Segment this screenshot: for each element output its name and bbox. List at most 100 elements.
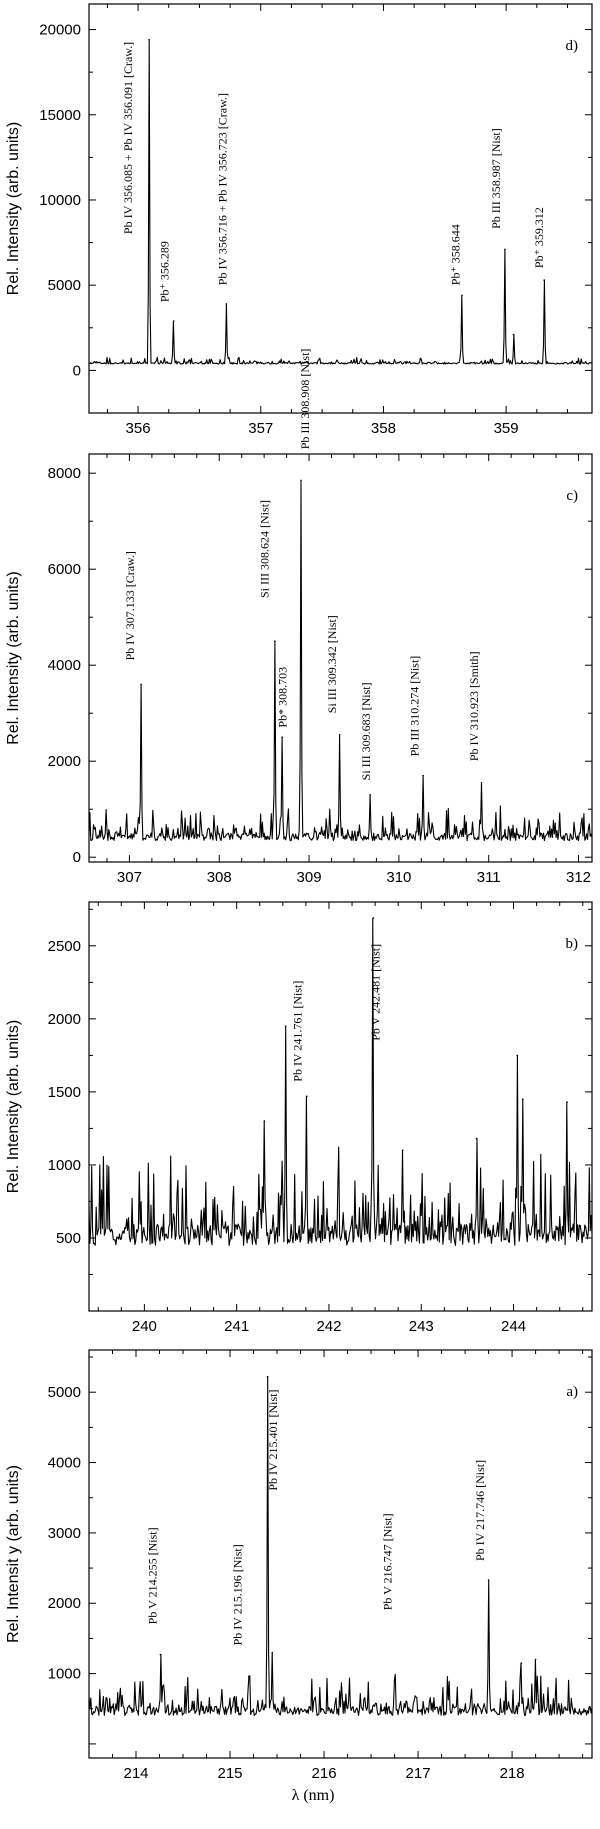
peak-point: [140, 683, 142, 686]
x-tick-label: 357: [248, 420, 273, 437]
peak-annotation: Pb III 308.908 [Nist]: [298, 349, 312, 450]
y-tick-label: 0: [73, 362, 81, 379]
panel-label: a): [566, 1384, 578, 1400]
peak-annotation: Pb* 308.703: [276, 667, 290, 728]
spectrum-line: [88, 39, 593, 365]
x-tick-label: 214: [123, 1765, 148, 1782]
peak-point: [284, 1025, 287, 1027]
peak-point: [422, 774, 424, 777]
peak-point: [393, 1679, 396, 1682]
x-tick-label: 311: [477, 869, 501, 886]
y-tick-label: 500: [56, 1230, 81, 1247]
y-tick-label: 2500: [48, 938, 81, 955]
peak-point: [172, 320, 175, 322]
x-tick-label: 309: [297, 869, 322, 886]
chart-panel: 240 241 242 243 244 500 1000 1500 2000 2500 Rel. I…: [5, 901, 593, 1335]
y-axis-title: Rel. Intensity (arb. units): [5, 122, 22, 295]
y-tick-label: 6000: [48, 561, 81, 578]
peak-point: [300, 479, 302, 482]
y-tick-label: 15000: [39, 107, 81, 124]
x-tick-label: 359: [494, 420, 519, 437]
peak-point: [263, 1120, 266, 1122]
x-tick-label: 241: [224, 1318, 249, 1335]
spectrum-line: [88, 917, 593, 1246]
plot-frame: [88, 1349, 593, 1759]
x-tick-label: 308: [207, 869, 232, 886]
y-tick-label: 20000: [39, 22, 81, 39]
peak-point: [274, 640, 276, 642]
peak-annotation: Pb V 242.481 [Nist]: [369, 944, 383, 1041]
x-tick-label: 216: [312, 1765, 337, 1782]
peak-annotation: Pb⁺ 356.289: [158, 241, 172, 302]
y-tick-label: 1500: [48, 1084, 81, 1101]
peak-point: [475, 1137, 478, 1140]
x-tick-label: 242: [316, 1318, 341, 1335]
y-tick-label: 4000: [48, 1455, 81, 1472]
x-tick-label: 356: [126, 420, 151, 437]
x-tick-label: 307: [117, 869, 142, 886]
panel-label: c): [566, 488, 578, 504]
chart-panel: 307 308 309 310 311 312 0 2000 4000 6000 8000 Rel. …: [5, 349, 593, 886]
peak-point: [534, 1658, 537, 1661]
peak-point: [248, 1675, 250, 1678]
y-tick-label: 2000: [48, 753, 81, 770]
x-tick-label: 217: [406, 1765, 431, 1782]
x-tick-label: 215: [218, 1765, 243, 1782]
y-tick-label: 2000: [48, 1595, 81, 1612]
peak-point: [225, 303, 228, 305]
peak-annotation: Pb IV 356.716 + Pb IV 356.723 [Craw.]: [215, 93, 229, 285]
x-tick-label: 240: [132, 1318, 157, 1335]
peak-point: [306, 1095, 308, 1098]
peak-point: [487, 1579, 490, 1581]
y-tick-label: 10000: [39, 192, 81, 209]
peak-point: [372, 917, 375, 919]
peak-annotation: Pb IV 215.196 [Nist]: [230, 1544, 244, 1645]
x-tick-label: 243: [409, 1318, 434, 1335]
y-tick-label: 5000: [48, 277, 81, 294]
x-axis-title: λ (nm): [292, 1787, 335, 1804]
peak-annotation: Pb IV 310.923 [Smith]: [467, 651, 481, 761]
peak-annotation: Pb⁺ 358.644: [448, 224, 462, 285]
peak-point: [338, 734, 341, 736]
peak-point: [480, 782, 483, 784]
y-tick-label: 4000: [48, 657, 81, 674]
peak-point: [159, 1653, 162, 1656]
x-tick-label: 312: [566, 869, 591, 886]
peak-annotation: Pb⁺ 359.312: [532, 207, 546, 268]
x-tick-label: 244: [501, 1318, 526, 1335]
peak-annotation: Pb V 216.747 [Nist]: [381, 1513, 395, 1610]
plot-frame: [88, 453, 593, 863]
peak-annotation: Pb IV 215.401 [Nist]: [266, 1390, 280, 1491]
peak-point: [461, 294, 463, 297]
peak-annotation: Si III 309.683 [Nist]: [359, 682, 373, 780]
peak-point: [148, 39, 150, 41]
peak-annotation: Pb IV 356.085 + Pb IV 356.091 [Craw.]: [121, 42, 135, 234]
peak-annotation: Si III 308.624 [Nist]: [258, 500, 272, 598]
spectrum-line: [88, 1376, 593, 1717]
y-tick-label: 1000: [48, 1666, 81, 1683]
peak-annotation: Pb III 358.987 [Nist]: [489, 128, 503, 229]
peak-point: [516, 1054, 518, 1057]
x-tick-label: 358: [371, 420, 396, 437]
spectrum-line: [88, 479, 593, 842]
panel-label: d): [566, 38, 579, 54]
peak-point: [504, 248, 506, 251]
y-tick-label: 8000: [48, 465, 81, 482]
y-tick-label: 1000: [48, 1157, 81, 1174]
x-tick-label: 310: [386, 869, 411, 886]
chart-panel: 214 215 216 217 218 1000 2000 3000 4000 5000 Rel. …: [5, 1349, 593, 1782]
peak-annotation: Pb V 214.255 [Nist]: [146, 1527, 160, 1624]
peak-annotation: Pb IV 241.761 [Nist]: [290, 981, 304, 1082]
y-axis-title: Rel. Intensity (arb. units): [5, 571, 22, 744]
y-tick-label: 0: [73, 849, 81, 866]
peak-point: [271, 1651, 274, 1654]
plot-frame: [88, 901, 593, 1312]
peak-point: [369, 794, 371, 796]
plot-frame: [88, 3, 593, 414]
peak-point: [266, 1375, 269, 1378]
peak-annotation: Pb IV 307.133 [Craw.]: [123, 551, 137, 660]
peak-annotation: Pb III 310.274 [Nist]: [408, 656, 422, 757]
chart-panel: 356 357 358 359 0 5000 10000 15000 20000 Rel. Int…: [5, 3, 593, 437]
peak-point: [543, 279, 545, 281]
peak-point: [512, 333, 515, 336]
